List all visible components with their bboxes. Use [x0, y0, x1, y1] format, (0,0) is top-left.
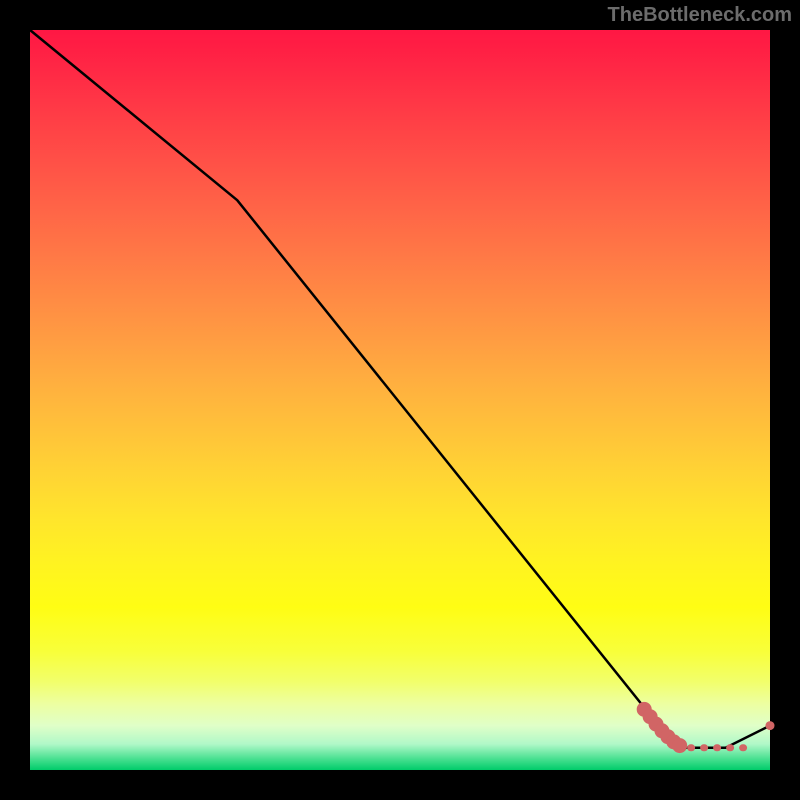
marker-dash	[687, 744, 695, 751]
marker-dash	[739, 744, 747, 751]
marker-dash	[713, 744, 721, 751]
chart-svg	[0, 0, 800, 800]
marker-dash	[726, 744, 734, 751]
plot-background-gradient	[30, 30, 770, 770]
watermark-text: TheBottleneck.com	[608, 4, 792, 27]
bottleneck-chart: TheBottleneck.com	[0, 0, 800, 800]
marker-end-dot	[766, 721, 775, 730]
marker-dot	[672, 738, 687, 753]
marker-dash	[700, 744, 708, 751]
